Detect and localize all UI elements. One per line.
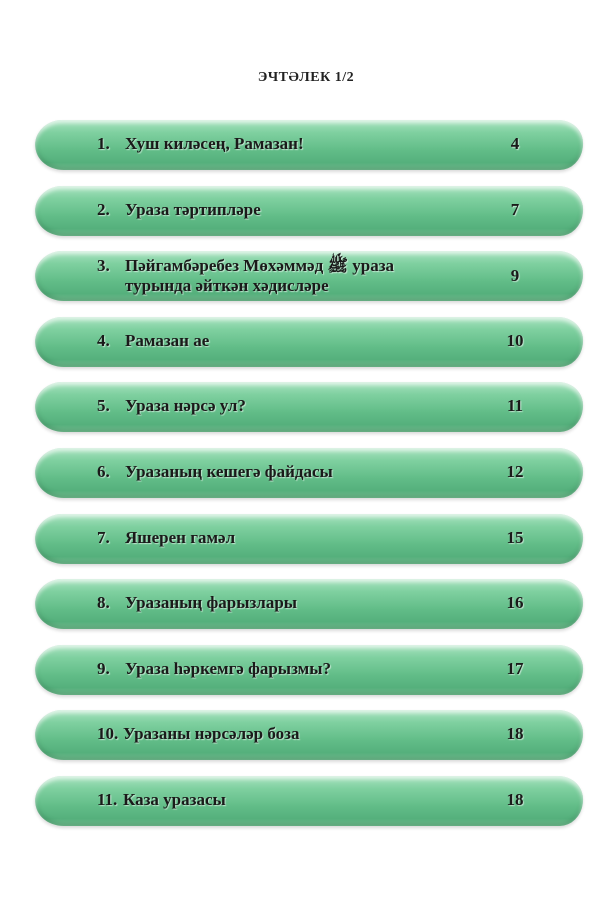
toc-item[interactable]: 2. Ураза тәртипләре 7 xyxy=(32,185,586,236)
toc-item-number: 4. xyxy=(97,330,110,350)
toc-item-page: 15 xyxy=(506,527,524,547)
toc-item-page: 18 xyxy=(506,724,524,744)
toc-item-number: 6. xyxy=(97,461,110,481)
table-of-contents: 1. Хуш киләсең, Рамазан! 4 2. Ураза тәртиплә… xyxy=(32,120,586,842)
toc-item[interactable]: 9. Ураза һәркемгә фарызмы? 17 xyxy=(32,644,586,695)
toc-item-number: 5. xyxy=(97,396,110,416)
toc-item-title: Уразаның кешегә файдасы xyxy=(125,462,333,482)
toc-item-title-line: Уразаны нәрсәләр боза xyxy=(123,724,300,744)
toc-item[interactable]: 10. Уразаны нәрсәләр боза 18 xyxy=(32,710,586,761)
toc-item[interactable]: 4. Рамазан ае 10 xyxy=(32,316,586,367)
toc-item-number: 7. xyxy=(97,527,110,547)
toc-item-title: Ураза тәртипләре xyxy=(125,200,261,220)
toc-item-page: 4 xyxy=(510,134,520,153)
toc-item-title: Пәйгамбәребез Мөхәммәд ﷺ ураза турында әй… xyxy=(125,256,394,296)
toc-item-number: 1. xyxy=(97,134,110,153)
toc-item-number: 10. xyxy=(97,724,119,744)
toc-item[interactable]: 5. Ураза нәрсә ул? 11 xyxy=(32,382,586,433)
toc-item[interactable]: 1. Хуш киләсең, Рамазан! 4 xyxy=(32,120,586,170)
toc-item-page: 18 xyxy=(506,789,524,809)
toc-item-number: 2. xyxy=(97,199,110,219)
toc-item-page: 16 xyxy=(506,593,524,613)
toc-item-title-line: Ураза нәрсә ул? xyxy=(125,396,246,416)
toc-item[interactable]: 3. Пәйгамбәребез Мөхәммәд ﷺ ураза турында … xyxy=(32,251,586,302)
toc-item-title-line: Ураза һәркемгә фарызмы? xyxy=(125,658,332,678)
toc-item-title-line: Хуш киләсең, Рамазан! xyxy=(125,134,304,153)
toc-item-number: 11. xyxy=(97,789,118,809)
toc-item-page: 11 xyxy=(506,396,524,416)
toc-item[interactable]: 7. Яшерен гамәл 15 xyxy=(32,513,586,564)
toc-item-number: 8. xyxy=(97,593,110,613)
toc-item-page: 12 xyxy=(506,461,524,481)
toc-item-page: 9 xyxy=(510,266,520,286)
page-title: ЭЧТӘЛЕК 1/2 xyxy=(257,70,355,85)
toc-item-number: 9. xyxy=(97,658,110,678)
toc-item-title-line: Ураза тәртипләре xyxy=(125,199,261,219)
toc-item[interactable]: 8. Уразаның фарызлары 16 xyxy=(32,579,586,630)
toc-item-title: Ураза һәркемгә фарызмы? xyxy=(125,659,331,679)
toc-item-title: Яшерен гамәл xyxy=(125,528,235,548)
toc-item-number: 3. xyxy=(97,256,110,276)
toc-item-title: Каза уразасы xyxy=(123,790,226,810)
toc-item-title-line: Уразаның фарызлары xyxy=(125,593,298,613)
toc-item-title-line: турында әйткән хәдисләре xyxy=(125,276,329,296)
toc-item-title-line: Пәйгамбәребез Мөхәммәд ﷺ ураза xyxy=(125,256,395,276)
toc-item-title: Уразаны нәрсәләр боза xyxy=(123,724,299,744)
toc-item-title: Уразаның фарызлары xyxy=(125,593,297,613)
toc-item-page: 7 xyxy=(510,199,520,219)
toc-item-title-line: Яшерен гамәл xyxy=(125,527,236,547)
toc-item-title-line: Рамазан ае xyxy=(125,330,210,350)
toc-item-title: Хуш киләсең, Рамазан! xyxy=(125,134,304,154)
toc-item-title: Рамазан ае xyxy=(125,331,209,351)
toc-item-page: 17 xyxy=(506,658,524,678)
toc-item[interactable]: 11. Каза уразасы 18 xyxy=(32,775,586,826)
toc-item[interactable]: 6. Уразаның кешегә файдасы 12 xyxy=(32,447,586,498)
toc-item-title: Ураза нәрсә ул? xyxy=(125,396,246,416)
toc-item-title-line: Уразаның кешегә файдасы xyxy=(125,461,333,481)
toc-item-page: 10 xyxy=(506,330,524,350)
toc-item-title-line: Каза уразасы xyxy=(123,789,226,809)
